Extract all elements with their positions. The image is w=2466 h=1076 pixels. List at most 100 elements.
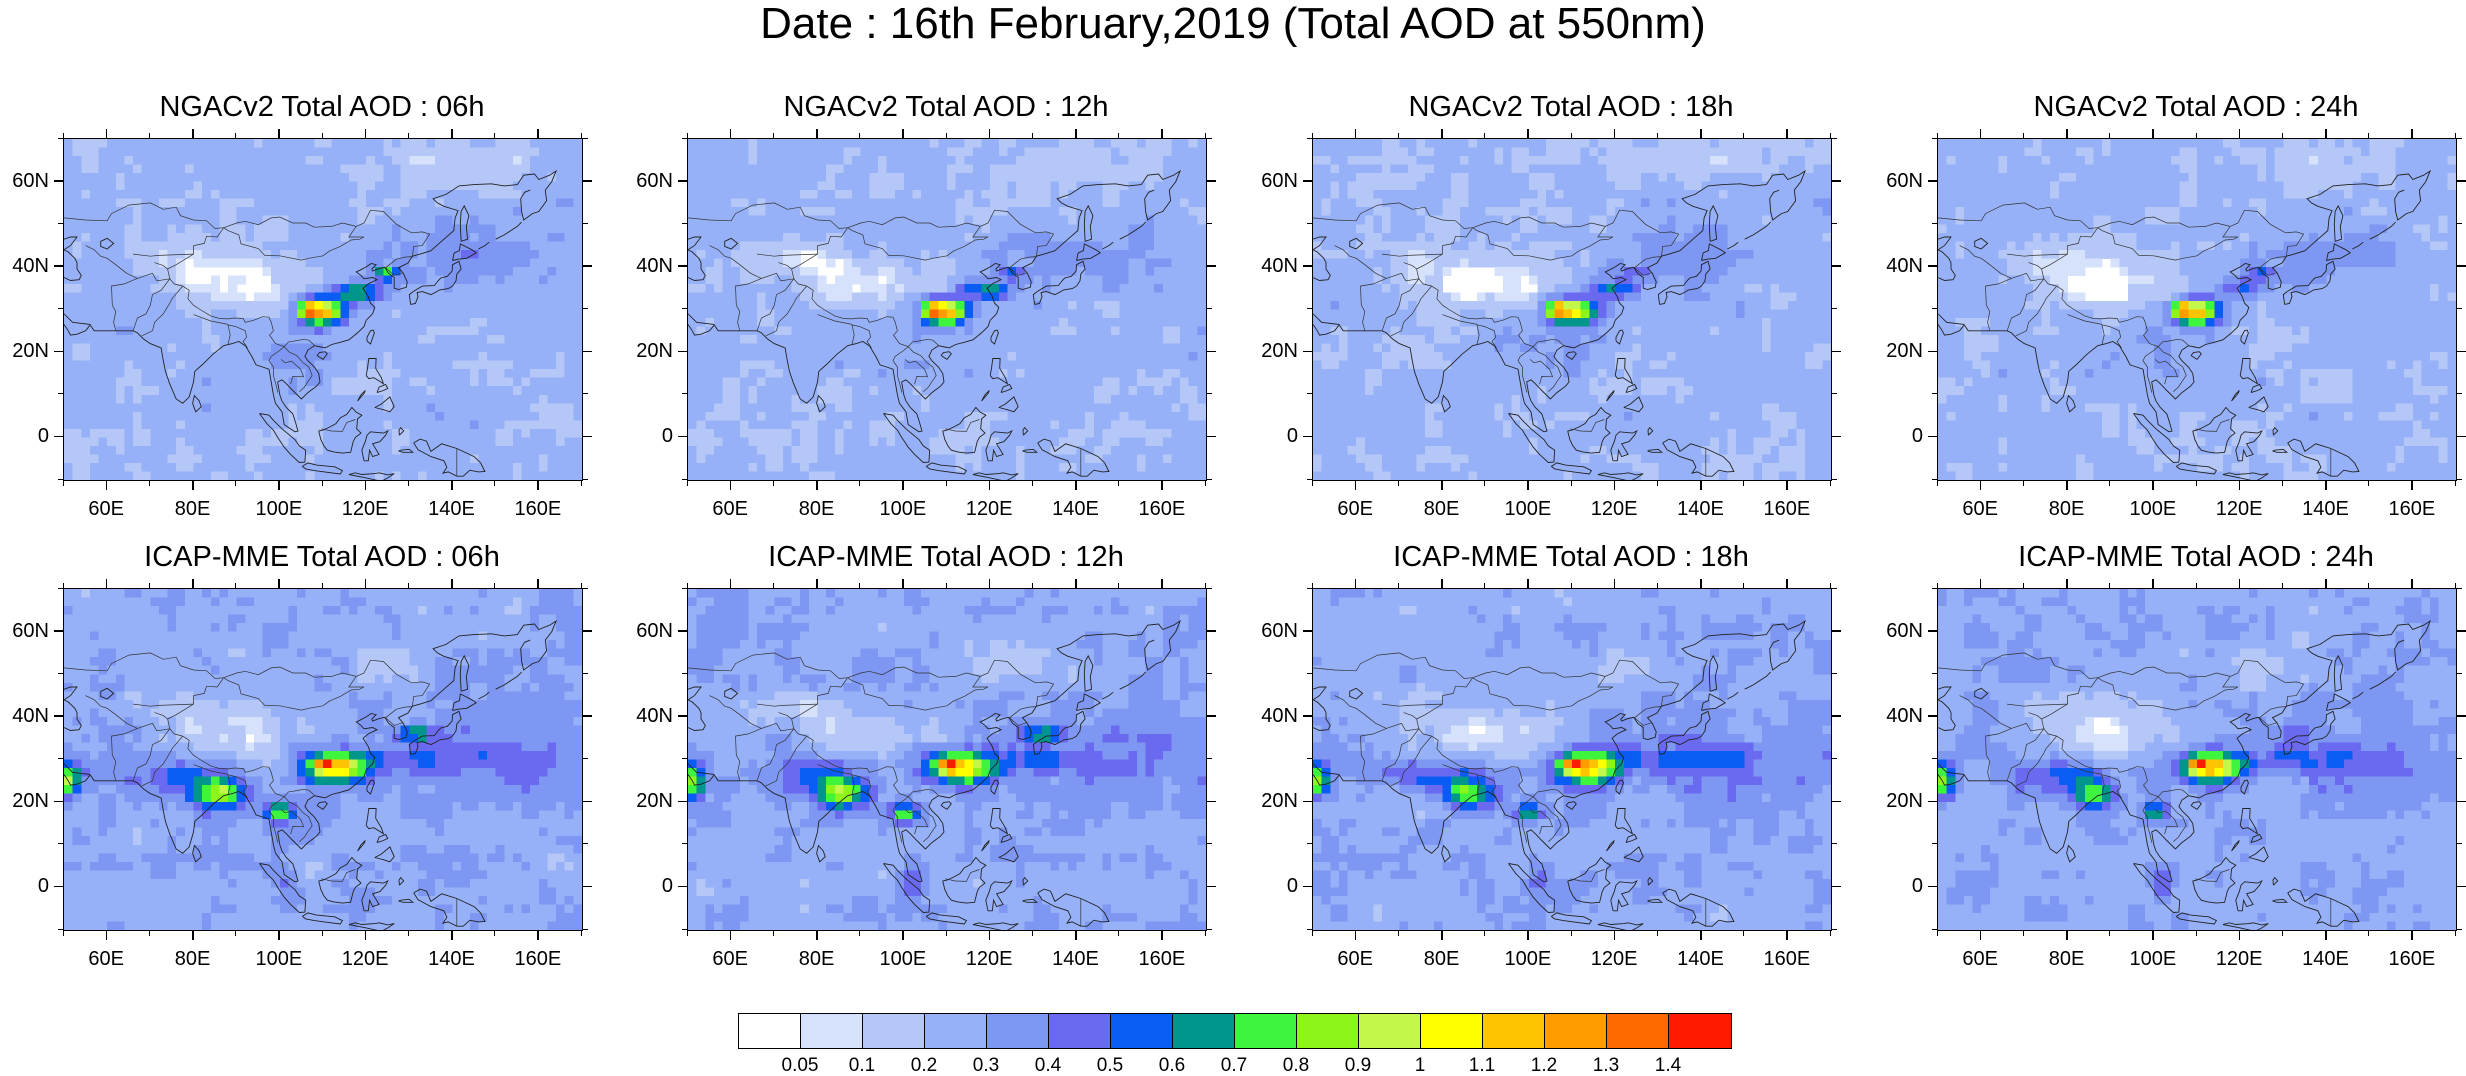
lat-tick-label: 0	[0, 876, 49, 896]
lat-tick-label: 40N	[1238, 706, 1298, 726]
lon-minor-tick	[2411, 931, 2412, 936]
lon-minor-tick	[2066, 583, 2067, 588]
lon-minor-tick	[494, 931, 495, 936]
lon-minor-tick	[1571, 931, 1572, 936]
lon-minor-tick	[730, 583, 731, 588]
lon-minor-tick	[989, 481, 990, 486]
lon-tick-label: 160E	[1127, 499, 1197, 519]
lon-tick-label: 80E	[2032, 949, 2102, 969]
lat-minor-tick	[1307, 393, 1312, 394]
lon-tick-label: 80E	[1407, 499, 1477, 519]
lon-minor-tick	[1937, 583, 1938, 588]
aod-field	[688, 589, 1206, 930]
colorbar-bar	[738, 1013, 1732, 1049]
lat-tick-label: 20N	[1863, 791, 1923, 811]
colorbar-swatch	[1235, 1014, 1297, 1048]
lat-minor-tick	[1307, 843, 1312, 844]
lat-minor-tick	[2457, 715, 2462, 716]
lat-minor-tick	[58, 715, 63, 716]
lon-minor-tick	[2368, 481, 2369, 486]
lon-minor-tick	[278, 931, 279, 936]
lat-minor-tick	[1832, 393, 1837, 394]
lat-minor-tick	[2457, 758, 2462, 759]
lat-minor-tick	[682, 758, 687, 759]
lon-minor-tick	[106, 133, 107, 138]
lon-tick-label: 120E	[954, 499, 1024, 519]
lon-minor-tick	[192, 481, 193, 486]
lon-minor-tick	[1118, 931, 1119, 936]
lon-minor-tick	[581, 133, 582, 138]
lat-tick-label: 40N	[1863, 256, 1923, 276]
colorbar-label: 0.8	[1271, 1056, 1321, 1076]
lon-minor-tick	[322, 583, 323, 588]
lat-minor-tick	[1932, 265, 1937, 266]
lat-minor-tick	[682, 886, 687, 887]
lon-minor-tick	[2109, 133, 2110, 138]
lon-tick-label: 160E	[2377, 499, 2447, 519]
lat-tick-label: 20N	[0, 791, 49, 811]
lat-minor-tick	[583, 673, 588, 674]
lat-tick-label: 20N	[1238, 341, 1298, 361]
lat-minor-tick	[58, 436, 63, 437]
aod-field	[1313, 139, 1831, 480]
lon-minor-tick	[1786, 583, 1787, 588]
lon-minor-tick	[946, 931, 947, 936]
lon-minor-tick	[494, 583, 495, 588]
lon-minor-tick	[1398, 481, 1399, 486]
lon-minor-tick	[1312, 931, 1313, 936]
lat-minor-tick	[1307, 758, 1312, 759]
lon-minor-tick	[1441, 583, 1442, 588]
lon-minor-tick	[1441, 133, 1442, 138]
colorbar-swatch	[1359, 1014, 1421, 1048]
colorbar-label: 0.6	[1147, 1056, 1197, 1076]
lon-minor-tick	[1312, 481, 1313, 486]
aod-field	[1938, 589, 2456, 930]
lat-minor-tick	[2457, 265, 2462, 266]
lon-minor-tick	[278, 583, 279, 588]
lon-minor-tick	[408, 583, 409, 588]
lon-minor-tick	[192, 133, 193, 138]
lon-minor-tick	[2368, 931, 2369, 936]
lat-minor-tick	[1832, 351, 1837, 352]
lon-minor-tick	[946, 481, 947, 486]
lon-minor-tick	[149, 133, 150, 138]
lon-minor-tick	[989, 133, 990, 138]
lon-minor-tick	[2282, 481, 2283, 486]
lon-minor-tick	[1118, 133, 1119, 138]
lon-minor-tick	[2239, 481, 2240, 486]
lon-minor-tick	[1527, 583, 1528, 588]
lon-tick-label: 100E	[1493, 499, 1563, 519]
lat-minor-tick	[1207, 886, 1212, 887]
lat-tick-label: 0	[613, 426, 673, 446]
lon-minor-tick	[1075, 583, 1076, 588]
aod-field	[1313, 589, 1831, 930]
lat-minor-tick	[1932, 308, 1937, 309]
lat-minor-tick	[1832, 265, 1837, 266]
lon-minor-tick	[773, 583, 774, 588]
colorbar-swatch	[1669, 1014, 1731, 1048]
colorbar-label: 0.7	[1209, 1056, 1259, 1076]
lon-minor-tick	[989, 583, 990, 588]
lat-minor-tick	[2457, 588, 2462, 589]
lat-minor-tick	[682, 843, 687, 844]
lon-tick-label: 140E	[2291, 499, 2361, 519]
lon-minor-tick	[451, 583, 452, 588]
lon-minor-tick	[816, 133, 817, 138]
lat-minor-tick	[1307, 436, 1312, 437]
lon-minor-tick	[1312, 133, 1313, 138]
lon-minor-tick	[1161, 583, 1162, 588]
lat-minor-tick	[583, 265, 588, 266]
lon-minor-tick	[2196, 583, 2197, 588]
lat-minor-tick	[1307, 351, 1312, 352]
lon-minor-tick	[1743, 931, 1744, 936]
colorbar-swatch	[1545, 1014, 1607, 1048]
lon-tick-label: 160E	[1127, 949, 1197, 969]
lon-minor-tick	[1205, 133, 1206, 138]
lat-minor-tick	[58, 351, 63, 352]
lat-minor-tick	[2457, 138, 2462, 139]
lon-minor-tick	[1980, 481, 1981, 486]
lon-minor-tick	[2411, 583, 2412, 588]
panel-title: NGACv2 Total AOD : 12h	[686, 90, 1206, 124]
lon-minor-tick	[235, 133, 236, 138]
colorbar-swatch	[1173, 1014, 1235, 1048]
